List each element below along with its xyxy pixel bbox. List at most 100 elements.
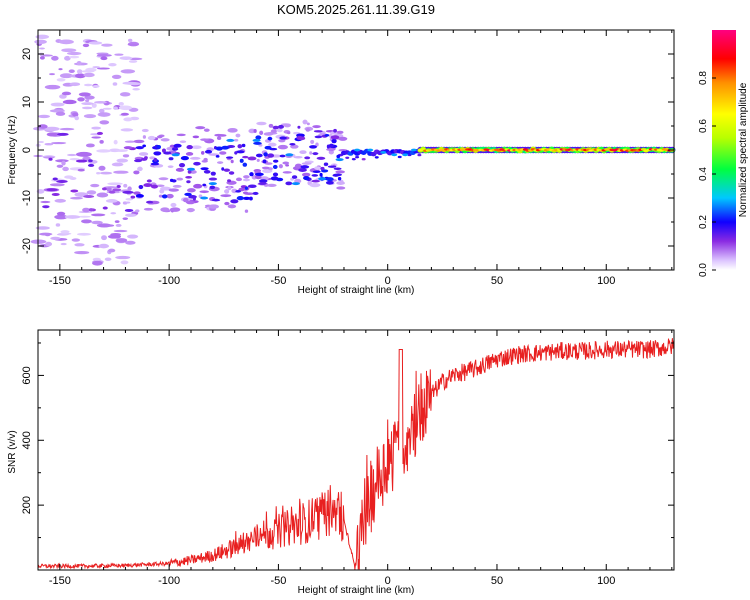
heatmap-cell xyxy=(267,136,273,141)
heatmap-cell xyxy=(113,170,129,174)
heatmap-cell xyxy=(263,184,269,187)
heatmap-cell xyxy=(277,124,284,129)
heatmap-cell xyxy=(223,168,231,172)
heatmap-cell xyxy=(132,88,140,91)
heatmap-cell xyxy=(302,172,311,177)
heatmap-cell xyxy=(119,92,131,97)
y-tick-label: 0 xyxy=(21,147,33,153)
heatmap-cell xyxy=(81,102,94,106)
heatmap-cell xyxy=(268,123,274,128)
snr-frame xyxy=(37,329,675,571)
heatmap-cell xyxy=(169,207,181,212)
heatmap-cell xyxy=(52,177,58,181)
heatmap-cell xyxy=(156,144,161,149)
heatmap-cell xyxy=(113,139,118,145)
heatmap-cell xyxy=(242,178,251,182)
heatmap-cell xyxy=(278,164,283,169)
heatmap-cell xyxy=(255,153,263,158)
heatmap-cell xyxy=(98,165,106,171)
heatmap-cell xyxy=(51,55,59,61)
heatmap-cell xyxy=(149,156,156,160)
x-tick-label: 100 xyxy=(597,275,615,287)
heatmap-cell xyxy=(163,151,172,155)
heatmap-cell xyxy=(253,141,262,145)
heatmap-cell xyxy=(92,257,102,261)
heatmap-cell xyxy=(185,152,194,156)
heatmap-cell xyxy=(228,171,235,175)
heatmap-cell xyxy=(96,223,112,228)
heatmap-cell xyxy=(141,128,149,133)
heatmap-cell xyxy=(162,148,166,153)
heatmap-cell xyxy=(153,151,162,156)
heatmap-cell xyxy=(54,198,67,203)
heatmap-cell xyxy=(147,135,156,141)
heatmap-cell xyxy=(236,195,244,201)
heatmap-cell xyxy=(64,215,81,219)
heatmap-cell xyxy=(83,194,95,198)
heatmap-cell xyxy=(99,120,110,125)
heatmap-cell xyxy=(309,145,317,149)
heatmap-cell xyxy=(186,180,191,184)
heatmap-cell xyxy=(314,166,322,170)
heatmap-cell xyxy=(208,153,220,156)
heatmap-cell xyxy=(39,47,45,50)
heatmap-cell xyxy=(279,154,286,158)
heatmap-cell xyxy=(143,207,154,211)
heatmap-cell xyxy=(76,151,92,157)
heatmap-cell xyxy=(97,112,111,117)
heatmap-cell xyxy=(123,146,133,150)
heatmap-cell xyxy=(50,236,61,240)
heatmap-cell xyxy=(333,167,342,171)
heatmap-cell xyxy=(272,125,279,130)
heatmap-cell xyxy=(268,142,277,147)
heatmap-cell xyxy=(285,153,294,157)
heatmap-cell xyxy=(267,153,275,158)
spectrogram-heatmap xyxy=(30,34,676,266)
heatmap-cell xyxy=(354,148,361,152)
heatmap-cell xyxy=(241,143,246,148)
heatmap-cell xyxy=(46,132,59,137)
heatmap-cell xyxy=(291,182,300,186)
heatmap-cell xyxy=(135,146,144,150)
heatmap-cell xyxy=(35,34,50,39)
heatmap-cell xyxy=(202,183,207,187)
heatmap-cell xyxy=(98,108,105,114)
heatmap-cell xyxy=(249,196,253,201)
heatmap-cell xyxy=(283,123,291,128)
heatmap-cell xyxy=(157,135,163,139)
heatmap-cell xyxy=(320,166,325,171)
heatmap-cell xyxy=(227,186,232,191)
heatmap-cell xyxy=(244,186,248,190)
heatmap-cell xyxy=(83,114,97,119)
snr-series-line xyxy=(37,338,675,570)
heatmap-cell xyxy=(255,135,262,140)
heatmap-cell xyxy=(270,129,277,133)
heatmap-cell xyxy=(380,151,387,154)
heatmap-cell xyxy=(305,128,311,132)
snr-xlabel: Height of straight line (km) xyxy=(298,585,415,596)
heatmap-cell xyxy=(133,191,141,195)
heatmap-cell xyxy=(60,230,70,234)
heatmap-cell xyxy=(98,243,110,249)
spectrogram-ylabel: Frequency (Hz) xyxy=(7,116,18,185)
heatmap-cell xyxy=(101,43,113,47)
heatmap-cell xyxy=(56,164,64,168)
heatmap-cell xyxy=(355,155,360,159)
heatmap-cell xyxy=(215,155,220,158)
heatmap-cell xyxy=(187,188,196,193)
heatmap-cell xyxy=(113,229,128,233)
heatmap-cell xyxy=(293,155,303,159)
heatmap-cell xyxy=(290,177,294,181)
heatmap-cell xyxy=(81,106,93,110)
heatmap-cell xyxy=(90,213,106,217)
heatmap-cell xyxy=(237,144,243,149)
heatmap-cell xyxy=(133,139,145,144)
heatmap-cell xyxy=(72,112,79,117)
heatmap-cell xyxy=(96,53,112,57)
heatmap-cell xyxy=(285,164,290,167)
heatmap-cell xyxy=(107,182,123,186)
heatmap-cell xyxy=(200,150,205,155)
heatmap-cell xyxy=(314,135,323,139)
heatmap-cell xyxy=(83,72,95,78)
heatmap-cell xyxy=(44,126,60,131)
